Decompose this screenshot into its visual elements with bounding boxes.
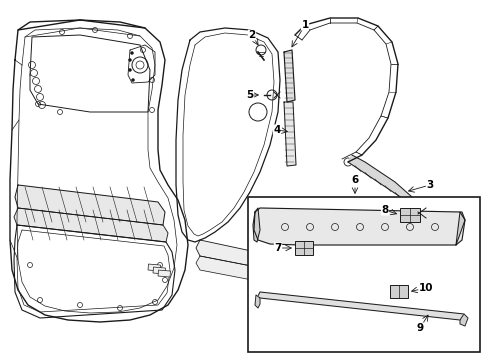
Polygon shape — [284, 50, 294, 102]
Text: 10: 10 — [418, 283, 432, 293]
Bar — [389, 285, 407, 298]
Circle shape — [131, 78, 134, 81]
Bar — [148, 264, 160, 271]
Circle shape — [130, 51, 133, 54]
Polygon shape — [455, 212, 464, 245]
Polygon shape — [257, 292, 463, 320]
Text: 2: 2 — [248, 30, 255, 40]
Bar — [399, 208, 419, 222]
Polygon shape — [254, 295, 260, 308]
Text: 7: 7 — [274, 243, 281, 253]
Polygon shape — [14, 208, 168, 242]
Bar — [294, 241, 312, 255]
Bar — [153, 267, 165, 274]
Text: 3: 3 — [426, 180, 433, 190]
Polygon shape — [196, 240, 273, 270]
Bar — [247, 197, 479, 352]
Polygon shape — [196, 256, 274, 284]
Polygon shape — [252, 208, 260, 242]
Text: 9: 9 — [416, 323, 423, 333]
Text: 5: 5 — [246, 90, 253, 100]
Polygon shape — [253, 208, 464, 245]
Text: 1: 1 — [301, 20, 308, 30]
Polygon shape — [347, 155, 411, 202]
Polygon shape — [284, 102, 295, 166]
Bar — [158, 270, 170, 277]
Circle shape — [128, 68, 131, 72]
Text: 8: 8 — [381, 205, 388, 215]
Text: 4: 4 — [273, 125, 280, 135]
Polygon shape — [15, 185, 164, 225]
Polygon shape — [459, 314, 467, 326]
Circle shape — [128, 59, 131, 62]
Text: 6: 6 — [351, 175, 358, 185]
